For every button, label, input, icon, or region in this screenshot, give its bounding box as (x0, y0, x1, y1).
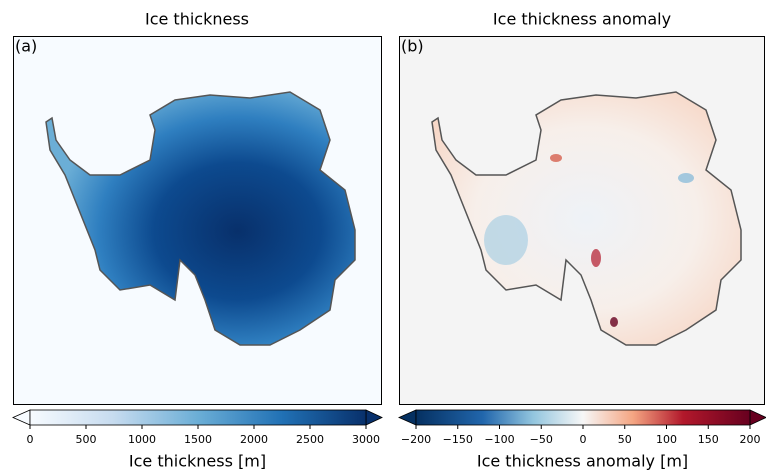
tick-label: 2000 (240, 433, 268, 446)
tick-label: −200 (401, 433, 431, 446)
tick-label: 150 (698, 433, 719, 446)
tick-label: 0 (580, 433, 587, 446)
tick-label: 500 (76, 433, 97, 446)
panel-label: (b) (401, 37, 424, 56)
tick-label: −150 (443, 433, 473, 446)
colorbar-extend-low (398, 409, 417, 426)
panel-label: (a) (15, 37, 37, 56)
tick-label: 2500 (296, 433, 324, 446)
colorbar (415, 409, 751, 426)
tick-label: 0 (27, 433, 34, 446)
panel-title: Ice thickness (145, 10, 249, 29)
tick-label: −50 (530, 433, 553, 446)
tick-label: 1500 (184, 433, 212, 446)
tick-label: 50 (618, 433, 632, 446)
tick-label: 3000 (352, 433, 380, 446)
tick-label: −100 (484, 433, 514, 446)
tick-label: 100 (656, 433, 677, 446)
colorbar-label: Ice thickness anomaly [m] (477, 452, 688, 471)
colorbar (29, 409, 367, 426)
panel-title: Ice thickness anomaly (493, 10, 671, 29)
anomaly-map (431, 91, 742, 346)
colorbar-extend-high (749, 409, 766, 426)
colorbar-label: Ice thickness [m] (129, 452, 266, 471)
colorbar-extend-low (12, 409, 31, 426)
tick-label: 1000 (128, 433, 156, 446)
colorbar-extend-high (365, 409, 383, 426)
tick-label: 200 (740, 433, 761, 446)
